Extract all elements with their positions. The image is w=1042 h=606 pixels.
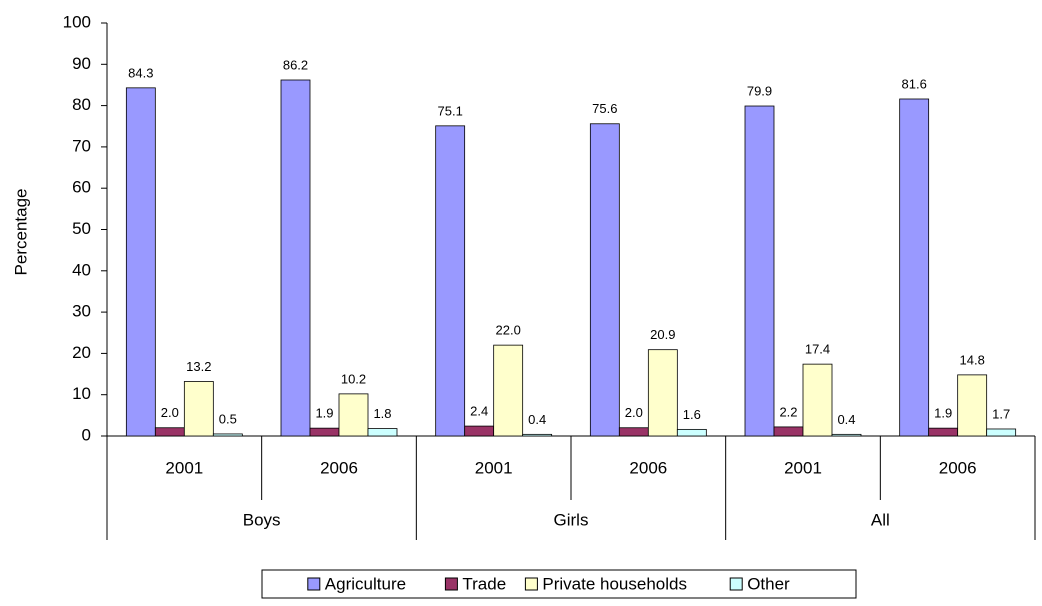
y-tick-label: 40	[72, 260, 91, 279]
legend-label: Other	[747, 574, 790, 593]
y-tick-label: 20	[72, 343, 91, 362]
bar	[831, 433, 862, 437]
bar	[986, 428, 1017, 437]
value-label: 17.4	[805, 342, 830, 357]
bar	[676, 428, 707, 437]
x-tick-label: 2006	[629, 458, 667, 477]
bar	[212, 433, 243, 437]
y-tick-label: 90	[72, 54, 91, 73]
legend-swatch	[729, 577, 743, 591]
value-label: 79.9	[747, 83, 772, 98]
value-label: 0.4	[528, 412, 546, 427]
bar	[802, 363, 833, 437]
y-tick-label: 100	[63, 12, 91, 31]
x-tick-label: 2006	[939, 458, 977, 477]
y-tick-label: 70	[72, 136, 91, 155]
y-axis-title: Percentage	[11, 189, 30, 276]
value-label: 22.0	[496, 323, 521, 338]
bar	[744, 105, 775, 437]
bar	[618, 427, 649, 437]
value-label: 0.4	[837, 412, 855, 427]
value-label: 0.5	[219, 411, 237, 426]
x-tick-label: 2006	[320, 458, 358, 477]
value-label: 1.9	[315, 406, 333, 421]
bar	[589, 123, 620, 437]
bar	[957, 374, 988, 437]
value-label: 86.2	[283, 57, 308, 72]
bar	[280, 79, 311, 437]
x-tick-label: 2001	[784, 458, 822, 477]
legend-swatch	[307, 577, 321, 591]
x-tick-label: 2001	[475, 458, 513, 477]
value-label: 2.4	[470, 404, 488, 419]
group-label: Girls	[554, 510, 589, 529]
legend-box	[261, 569, 857, 599]
y-tick-label: 0	[82, 425, 91, 444]
bar	[435, 125, 466, 437]
value-label: 20.9	[650, 327, 675, 342]
bar	[183, 381, 214, 437]
value-label: 2.0	[161, 405, 179, 420]
y-tick-label: 10	[72, 384, 91, 403]
legend-swatch	[444, 577, 458, 591]
group-label: Boys	[243, 510, 281, 529]
y-tick-label: 50	[72, 219, 91, 238]
value-label: 2.0	[625, 405, 643, 420]
y-tick-label: 60	[72, 178, 91, 197]
value-label: 84.3	[128, 65, 153, 80]
value-label: 1.8	[373, 406, 391, 421]
value-label: 10.2	[341, 371, 366, 386]
value-label: 14.8	[960, 352, 985, 367]
x-tick-label: 2001	[165, 458, 203, 477]
value-label: 1.9	[934, 406, 952, 421]
bar	[154, 427, 185, 437]
bar	[899, 98, 930, 437]
bar	[493, 344, 524, 437]
value-label: 1.6	[683, 407, 701, 422]
value-label: 13.2	[186, 359, 211, 374]
value-label: 1.7	[992, 406, 1010, 421]
y-tick-label: 30	[72, 302, 91, 321]
bar	[773, 426, 804, 437]
value-label: 75.1	[438, 103, 463, 118]
value-label: 2.2	[779, 404, 797, 419]
y-tick-label: 80	[72, 95, 91, 114]
legend-label: Trade	[462, 574, 506, 593]
value-label: 75.6	[592, 101, 617, 116]
bar	[125, 87, 156, 437]
legend-label: Private households	[542, 574, 687, 593]
legend-label: Agriculture	[325, 574, 406, 593]
legend-swatch	[524, 577, 538, 591]
bar	[928, 427, 959, 437]
bar	[367, 428, 398, 437]
bar	[522, 433, 553, 437]
bar	[647, 349, 678, 437]
group-label: All	[871, 510, 890, 529]
value-label: 81.6	[902, 76, 927, 91]
bar	[464, 425, 495, 437]
bar	[338, 393, 369, 437]
bar	[309, 427, 340, 437]
